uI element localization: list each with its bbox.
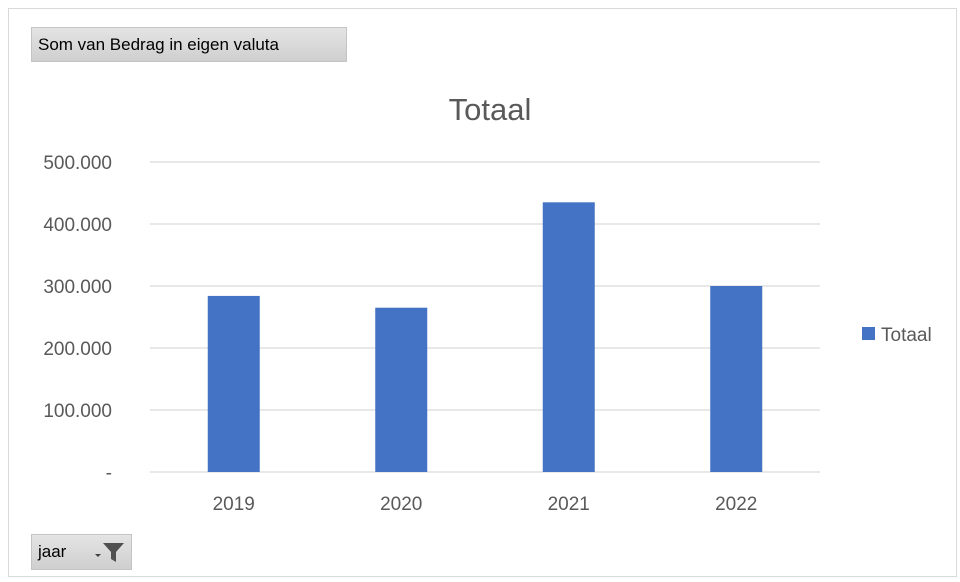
chart-area[interactable]: [8, 8, 957, 577]
y-axis-tick-labels: - 100.000 200.000 300.000 400.000 500.000: [43, 153, 112, 484]
x-tick-label: 2020: [380, 494, 422, 515]
value-field-button[interactable]: Som van Bedrag in eigen valuta: [31, 27, 347, 62]
gridlines: [150, 161, 820, 473]
y-tick-label: 500.000: [43, 153, 112, 174]
chart-title: Totaal: [449, 92, 532, 127]
axis-field-button[interactable]: jaar: [31, 534, 132, 570]
dropdown-filter-icon[interactable]: [95, 542, 125, 564]
y-tick-label: 300.000: [43, 277, 112, 298]
x-tick-label: 2021: [548, 494, 590, 515]
y-tick-label: 100.000: [43, 401, 112, 422]
bars: [207, 202, 763, 473]
y-tick-label: -: [106, 463, 112, 484]
bar-2019[interactable]: [207, 295, 260, 472]
axis-field-label: jaar: [38, 542, 67, 561]
x-axis-tick-labels: 2019 2020 2021 2022: [213, 494, 758, 515]
y-tick-label: 200.000: [43, 339, 112, 360]
y-tick-label: 400.000: [43, 215, 112, 236]
x-tick-label: 2022: [715, 494, 757, 515]
legend[interactable]: Totaal: [862, 325, 932, 346]
x-tick-label: 2019: [213, 494, 255, 515]
legend-swatch: [862, 327, 875, 340]
value-field-label: Som van Bedrag in eigen valuta: [38, 35, 279, 54]
bar-2022[interactable]: [710, 286, 763, 472]
bar-2020[interactable]: [375, 307, 428, 472]
legend-label: Totaal: [881, 325, 932, 346]
bar-2021[interactable]: [542, 202, 595, 473]
